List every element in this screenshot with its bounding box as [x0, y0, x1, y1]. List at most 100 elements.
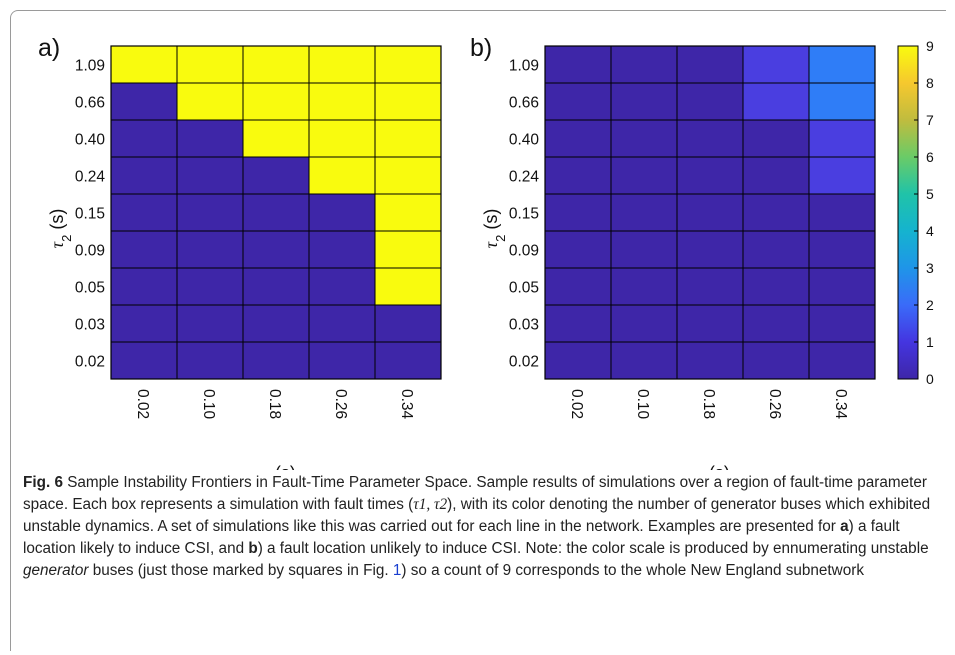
heatmap-a-panel-label: a)	[38, 34, 60, 62]
heatmap-a-ytick-label: 0.66	[75, 95, 105, 112]
heatmap-a-border	[110, 45, 442, 380]
colorbar: 0 1 2 3 4 5 6 7 8 9	[897, 38, 934, 387]
heatmap-b-xlabel: τ1 (s)	[690, 463, 730, 470]
heatmap-a-cell-r1-c1	[176, 82, 244, 121]
heatmap-a-cell-r1-c0	[110, 82, 178, 121]
heatmap-a-ylabel: τ2 (s)	[47, 209, 74, 249]
heatmap-b-cell-r2-c0	[544, 119, 612, 158]
heatmap-a-cell-r4-c3	[308, 193, 376, 232]
heatmap-b-cell-r7-c1	[610, 304, 678, 343]
heatmap-b-cell-r6-c1	[610, 267, 678, 306]
heatmap-a-cell-r6-c3	[308, 267, 376, 306]
heatmap-b-cell-r3-c3	[742, 156, 810, 195]
heatmap-b-ytick-label: 0.09	[509, 243, 539, 260]
heatmap-a-ytick-label: 0.24	[75, 169, 106, 186]
heatmap-b-cell-r8-c2	[676, 341, 744, 380]
heatmap-b-cell-r4-c0	[544, 193, 612, 232]
heatmap-a-cell-r2-c4	[374, 119, 442, 158]
heatmap-b-cell-r2-c2	[676, 119, 744, 158]
heatmap-a-xlabel: τ1 (s)	[256, 463, 296, 470]
heatmap-b-xtick-label: 0.18	[700, 389, 717, 419]
heatmap-b-ytick-label: 0.05	[509, 280, 539, 297]
heatmap-a-cell-r5-c0	[110, 230, 178, 269]
heatmap-a-ytick-label: 1.09	[75, 58, 105, 75]
caption-text-4: ) a fault location unlikely to induce CS…	[257, 540, 929, 557]
heatmap-a-cell-r6-c2	[242, 267, 310, 306]
heatmap-a-cell-r0-c0	[110, 45, 178, 84]
heatmap-b-ytick-label: 1.09	[509, 58, 539, 75]
heatmap-b-cell-r6-c2	[676, 267, 744, 306]
caption-tau-pair: τ1, τ2	[413, 496, 448, 513]
heatmap-b-cell-r1-c0	[544, 82, 612, 121]
heatmap-a-cell-r2-c0	[110, 119, 178, 158]
caption-text-2: ), with its color denoting the number of…	[23, 496, 931, 535]
heatmap-a-cell-r0-c3	[308, 45, 376, 84]
heatmap-b-cell-r0-c4	[808, 45, 876, 84]
colorbar-tick-label: 9	[926, 38, 934, 54]
heatmap-b-ytick-label: 0.15	[509, 206, 539, 223]
heatmap-b-cell-r2-c1	[610, 119, 678, 158]
heatmap-b-cell-r2-c3	[742, 119, 810, 158]
heatmap-a-cell-r0-c4	[374, 45, 442, 84]
heatmap-b-ytick-label: 0.66	[509, 95, 539, 112]
heatmap-a-cell-r7-c1	[176, 304, 244, 343]
colorbar-tick-label: 6	[926, 149, 934, 165]
colorbar-tick-label: 4	[926, 223, 934, 239]
colorbar-tick-label: 2	[926, 297, 934, 313]
heatmap-a-cell-r8-c2	[242, 341, 310, 380]
heatmap-b-cell-r0-c2	[676, 45, 744, 84]
heatmap-b-cell-r3-c0	[544, 156, 612, 195]
caption-generator-word: generator	[23, 562, 89, 579]
heatmap-a-cell-r4-c0	[110, 193, 178, 232]
heatmap-a-cell-r8-c1	[176, 341, 244, 380]
heatmap-b-cell-r7-c4	[808, 304, 876, 343]
colorbar-tick-label: 0	[926, 371, 934, 387]
caption-fig-ref-link[interactable]: 1	[392, 562, 402, 579]
heatmap-a-ytick-label: 0.02	[75, 354, 105, 371]
heatmap-b-cell-r1-c4	[808, 82, 876, 121]
heatmap-a-cell-r3-c3	[308, 156, 376, 195]
heatmap-a-cell-r4-c2	[242, 193, 310, 232]
heatmap-b-cell-r7-c0	[544, 304, 612, 343]
caption-text-3: ) a fault location likely to induce CSI,…	[23, 518, 900, 557]
heatmap-a-cell-r0-c2	[242, 45, 310, 84]
caption-text-5: buses (just those marked by squares in F…	[88, 562, 393, 579]
heatmap-b-cell-r4-c1	[610, 193, 678, 232]
heatmap-b-ytick-label: 0.24	[509, 169, 540, 186]
heatmap-a-cell-r7-c4	[374, 304, 442, 343]
caption-fig-label: Fig. 6	[23, 474, 63, 491]
heatmap-a-ytick-label: 0.03	[75, 317, 105, 334]
figure-panels: 1.09 0.66 0.40 0.24 0.15 0.09 0.05 0.03 0.02 0.02…	[38, 34, 934, 470]
heatmap-a-cell-r2-c3	[308, 119, 376, 158]
heatmap-a-cell-r5-c1	[176, 230, 244, 269]
heatmap-a-cell-r7-c0	[110, 304, 178, 343]
heatmap-b-cell-r1-c1	[610, 82, 678, 121]
heatmap-a-cell-r7-c2	[242, 304, 310, 343]
heatmap-a-cell-r8-c0	[110, 341, 178, 380]
caption-title: Sample Instability Frontiers in Fault-Ti…	[67, 474, 473, 491]
heatmap-panel-a: 1.09 0.66 0.40 0.24 0.15 0.09 0.05 0.03 0.02 0.02…	[38, 34, 442, 470]
heatmap-b-cell-r6-c3	[742, 267, 810, 306]
heatmap-a-cell-r8-c4	[374, 341, 442, 380]
heatmap-b-panel-label: b)	[470, 34, 492, 62]
heatmap-b-cell-r0-c0	[544, 45, 612, 84]
heatmap-a-cell-r3-c1	[176, 156, 244, 195]
heatmap-a-xtick-label: 0.10	[200, 389, 217, 420]
heatmap-a-cell-r1-c4	[374, 82, 442, 121]
heatmap-b-cell-r4-c2	[676, 193, 744, 232]
heatmap-a-cell-r5-c4	[374, 230, 442, 269]
heatmap-a-cell-r1-c3	[308, 82, 376, 121]
heatmap-b-cell-r5-c2	[676, 230, 744, 269]
heatmap-b-ytick-label: 0.02	[509, 354, 539, 371]
heatmap-a-xtick-label: 0.02	[134, 389, 151, 419]
heatmap-a-cell-r3-c4	[374, 156, 442, 195]
heatmap-a-cell-r8-c3	[308, 341, 376, 380]
colorbar-tick-label: 1	[926, 334, 934, 350]
heatmap-a-cell-r2-c2	[242, 119, 310, 158]
heatmap-a-xtick-label: 0.18	[266, 389, 283, 419]
figure-caption: Fig. 6 Sample Instability Frontiers in F…	[23, 472, 938, 582]
heatmap-b-cell-r8-c1	[610, 341, 678, 380]
heatmap-a-cell-r0-c1	[176, 45, 244, 84]
heatmap-b-cell-r8-c3	[742, 341, 810, 380]
heatmap-b-cell-r5-c4	[808, 230, 876, 269]
